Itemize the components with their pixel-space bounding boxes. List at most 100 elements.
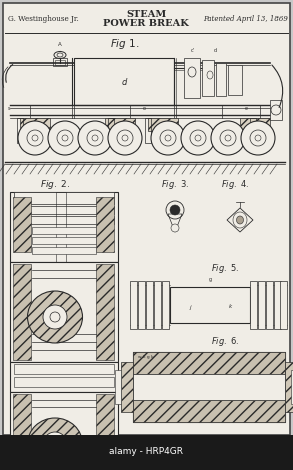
- Text: $\mathit{Fig.\ 4.}$: $\mathit{Fig.\ 4.}$: [221, 178, 249, 191]
- Text: e: e: [245, 106, 248, 111]
- Bar: [280, 281, 287, 329]
- Text: k: k: [229, 305, 231, 310]
- Bar: [291, 370, 293, 404]
- Text: p: p: [239, 384, 241, 390]
- Text: j: j: [189, 305, 191, 310]
- Circle shape: [43, 432, 67, 456]
- Text: p: p: [159, 384, 161, 390]
- Circle shape: [166, 201, 184, 219]
- Bar: [13, 264, 31, 360]
- Bar: [10, 262, 118, 362]
- Circle shape: [165, 135, 171, 141]
- Circle shape: [87, 130, 103, 146]
- Bar: [250, 281, 257, 329]
- Bar: [32, 247, 96, 254]
- Bar: [14, 377, 114, 387]
- Circle shape: [117, 130, 133, 146]
- Text: $\mathit{Fig.\ 2.}$: $\mathit{Fig.\ 2.}$: [40, 178, 70, 191]
- Circle shape: [241, 121, 275, 155]
- Text: $\mathit{Fig\ 1.}$: $\mathit{Fig\ 1.}$: [110, 37, 140, 51]
- Bar: [162, 281, 169, 329]
- Bar: [121, 362, 133, 412]
- Ellipse shape: [233, 212, 247, 228]
- Bar: [14, 364, 114, 374]
- Ellipse shape: [28, 418, 83, 470]
- Bar: [14, 192, 114, 204]
- Bar: [258, 281, 265, 329]
- Text: o: o: [143, 106, 146, 111]
- Text: c': c': [191, 48, 195, 53]
- Bar: [240, 118, 270, 131]
- Text: $\mathit{Fig.\ 6.}$: $\mathit{Fig.\ 6.}$: [211, 335, 239, 348]
- Text: $\mathit{Fig.\ 5.}$: $\mathit{Fig.\ 5.}$: [211, 262, 239, 275]
- Text: s: s: [8, 106, 11, 111]
- Text: STEAM: STEAM: [126, 10, 166, 19]
- Circle shape: [181, 121, 215, 155]
- Text: alamy - HRP4GR: alamy - HRP4GR: [109, 447, 183, 456]
- Bar: [133, 400, 285, 422]
- Circle shape: [170, 205, 180, 215]
- Bar: [285, 362, 293, 412]
- Bar: [266, 281, 273, 329]
- Circle shape: [92, 135, 98, 141]
- Bar: [10, 362, 118, 392]
- Bar: [10, 392, 118, 470]
- Bar: [108, 118, 114, 143]
- Circle shape: [50, 312, 60, 322]
- Bar: [105, 118, 135, 131]
- Bar: [0, 435, 293, 470]
- Bar: [96, 197, 114, 252]
- Bar: [274, 281, 281, 329]
- Circle shape: [151, 121, 185, 155]
- Bar: [14, 206, 114, 214]
- Text: $\mathit{Fig.\ 3.}$: $\mathit{Fig.\ 3.}$: [161, 178, 189, 191]
- Bar: [270, 100, 282, 120]
- Circle shape: [225, 135, 231, 141]
- Bar: [17, 118, 23, 143]
- Bar: [250, 118, 256, 143]
- Bar: [96, 264, 114, 360]
- Bar: [53, 58, 67, 66]
- Circle shape: [160, 130, 176, 146]
- Circle shape: [78, 121, 112, 155]
- Bar: [130, 281, 137, 329]
- Bar: [154, 281, 161, 329]
- Bar: [138, 281, 145, 329]
- Bar: [13, 394, 31, 470]
- Bar: [148, 118, 178, 131]
- Text: A: A: [58, 42, 62, 47]
- Circle shape: [43, 305, 67, 329]
- Bar: [202, 60, 214, 96]
- Circle shape: [18, 121, 52, 155]
- Bar: [56, 192, 66, 262]
- Circle shape: [32, 135, 38, 141]
- Ellipse shape: [54, 52, 66, 58]
- Ellipse shape: [188, 67, 196, 77]
- Bar: [74, 58, 174, 105]
- Bar: [170, 287, 250, 323]
- Circle shape: [62, 135, 68, 141]
- Circle shape: [190, 130, 206, 146]
- Ellipse shape: [28, 291, 83, 343]
- Bar: [32, 227, 96, 234]
- Circle shape: [122, 135, 128, 141]
- Bar: [228, 65, 242, 95]
- Text: d: d: [213, 48, 217, 53]
- Bar: [133, 374, 285, 400]
- Bar: [115, 370, 121, 404]
- Bar: [146, 281, 153, 329]
- Circle shape: [50, 439, 60, 449]
- Bar: [32, 237, 96, 244]
- Circle shape: [27, 130, 43, 146]
- Text: g: g: [208, 277, 212, 282]
- Bar: [184, 58, 200, 98]
- Text: d: d: [121, 78, 127, 86]
- Ellipse shape: [236, 216, 243, 224]
- Ellipse shape: [207, 71, 213, 79]
- Circle shape: [195, 135, 201, 141]
- Bar: [55, 60, 65, 65]
- Circle shape: [220, 130, 236, 146]
- Text: w k g k: w k g k: [138, 355, 154, 359]
- Bar: [96, 394, 114, 470]
- Text: Patented April 13, 1869: Patented April 13, 1869: [203, 15, 288, 23]
